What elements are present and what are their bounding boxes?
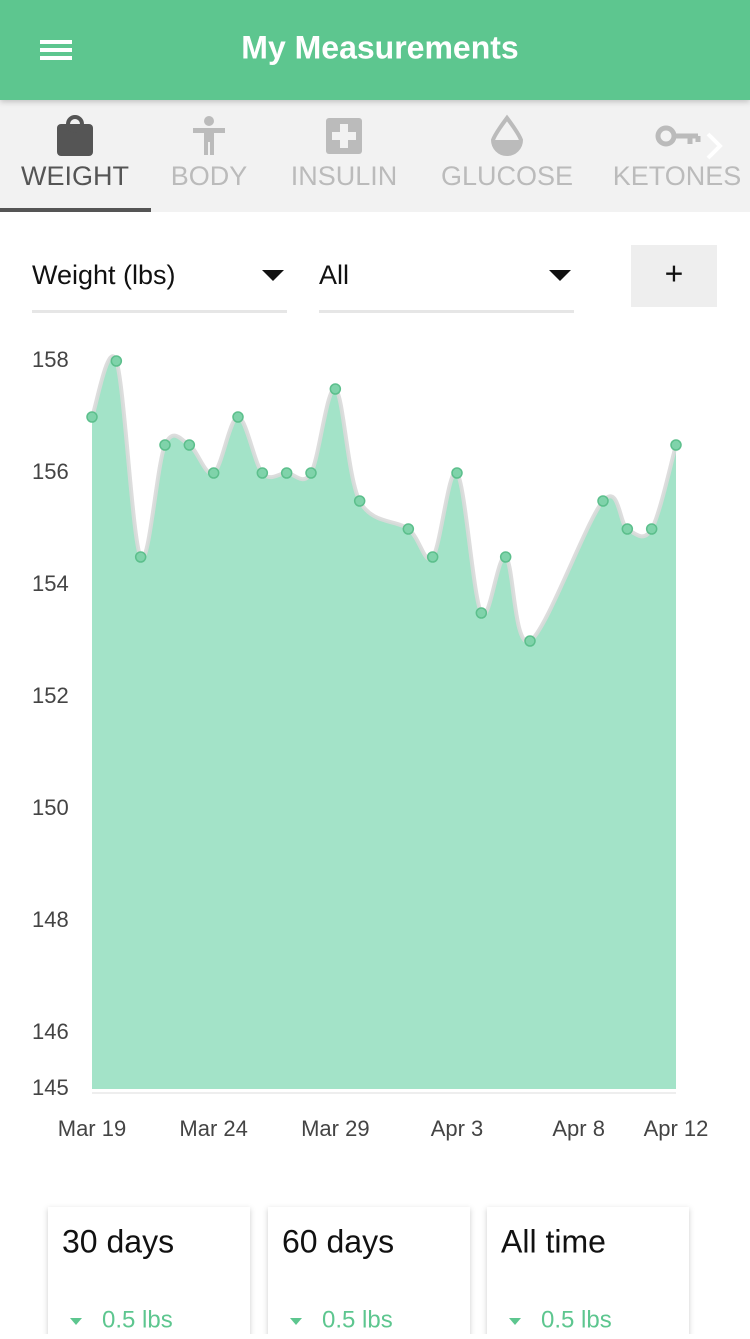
stat-period: All time	[501, 1223, 606, 1259]
stat-change: 0.5 lbs	[102, 1306, 173, 1333]
y-tick-label: 148	[32, 907, 69, 932]
card	[487, 1207, 689, 1339]
app-bar	[0, 0, 750, 100]
x-tick-label: Apr 12	[644, 1116, 709, 1141]
app-title: My Measurements	[241, 29, 518, 65]
point	[426, 551, 439, 563]
card	[268, 1207, 470, 1339]
body-icon	[193, 116, 225, 155]
y-tick-label: 150	[32, 795, 69, 820]
stat-change: 0.5 lbs	[322, 1306, 393, 1333]
line	[90, 354, 678, 644]
tab-scroll-arrow[interactable]	[706, 132, 723, 160]
y-tick-label: 154	[32, 571, 69, 596]
point	[670, 439, 682, 451]
y-tick-label: 152	[32, 683, 69, 708]
tab-indicator	[0, 208, 151, 212]
tab-label: KETONES	[613, 161, 742, 191]
tab[interactable]: KETONES	[613, 161, 742, 191]
point	[645, 523, 658, 535]
tab-label: INSULIN	[291, 161, 398, 191]
range-dropdown[interactable]: All	[319, 260, 574, 313]
x-tick-label: Mar 29	[301, 1116, 369, 1141]
menu-button[interactable]	[40, 40, 72, 60]
weight-icon	[57, 115, 93, 156]
point	[524, 635, 536, 647]
point	[159, 439, 171, 451]
y-tick-label: 156	[32, 459, 69, 484]
point	[207, 467, 220, 479]
trend-icon	[70, 1318, 82, 1325]
stat-period: 30 days	[62, 1223, 174, 1259]
stat-card: 60 days 0.5 lbs	[268, 1207, 470, 1339]
measure-dropdown[interactable]: Weight (lbs)	[32, 260, 287, 313]
trend-icon	[290, 1318, 302, 1325]
point	[475, 607, 488, 619]
add-button[interactable]: +	[631, 245, 717, 307]
point	[402, 523, 415, 535]
point	[329, 383, 342, 395]
tab-label: GLUCOSE	[441, 161, 573, 191]
stat-card: All time 0.5 lbs	[487, 1207, 689, 1339]
x-tick-label: Apr 8	[552, 1116, 605, 1141]
point	[183, 439, 196, 451]
add-label: +	[665, 255, 684, 291]
x-tick-label: Mar 24	[179, 1116, 247, 1141]
tab[interactable]: INSULIN	[291, 161, 398, 191]
stat-card: 30 days 0.5 lbs	[48, 1207, 250, 1339]
point	[134, 551, 147, 563]
point	[110, 355, 123, 367]
x-tick-label: Apr 3	[431, 1116, 484, 1141]
tab-bar	[0, 100, 750, 212]
y-tick-label: 158	[32, 347, 69, 372]
point	[597, 495, 609, 507]
insulin-icon	[326, 118, 362, 154]
point	[256, 467, 269, 479]
point	[621, 523, 634, 535]
ketones-icon	[655, 125, 701, 147]
point	[232, 411, 244, 423]
dropdown-value: Weight (lbs)	[32, 260, 176, 290]
tab[interactable]: WEIGHT	[0, 161, 151, 212]
dropdown-value: All	[319, 260, 349, 290]
card	[48, 1207, 250, 1339]
trend-icon	[509, 1318, 521, 1325]
stat-change: 0.5 lbs	[541, 1306, 612, 1333]
y-tick-label: 146	[32, 1019, 69, 1044]
x-tick-label: Mar 19	[58, 1116, 126, 1141]
point	[86, 411, 98, 423]
point	[499, 551, 512, 563]
tab[interactable]: BODY	[171, 161, 248, 191]
point	[280, 467, 293, 479]
tab[interactable]: GLUCOSE	[441, 161, 573, 191]
tab-label: BODY	[171, 161, 248, 191]
point	[353, 495, 366, 507]
area	[92, 356, 676, 1090]
glucose-icon	[490, 114, 524, 156]
point	[305, 467, 317, 479]
point	[451, 467, 463, 479]
tab-label: WEIGHT	[21, 161, 129, 191]
y-tick-label: 145	[32, 1075, 69, 1100]
stat-period: 60 days	[282, 1223, 394, 1259]
